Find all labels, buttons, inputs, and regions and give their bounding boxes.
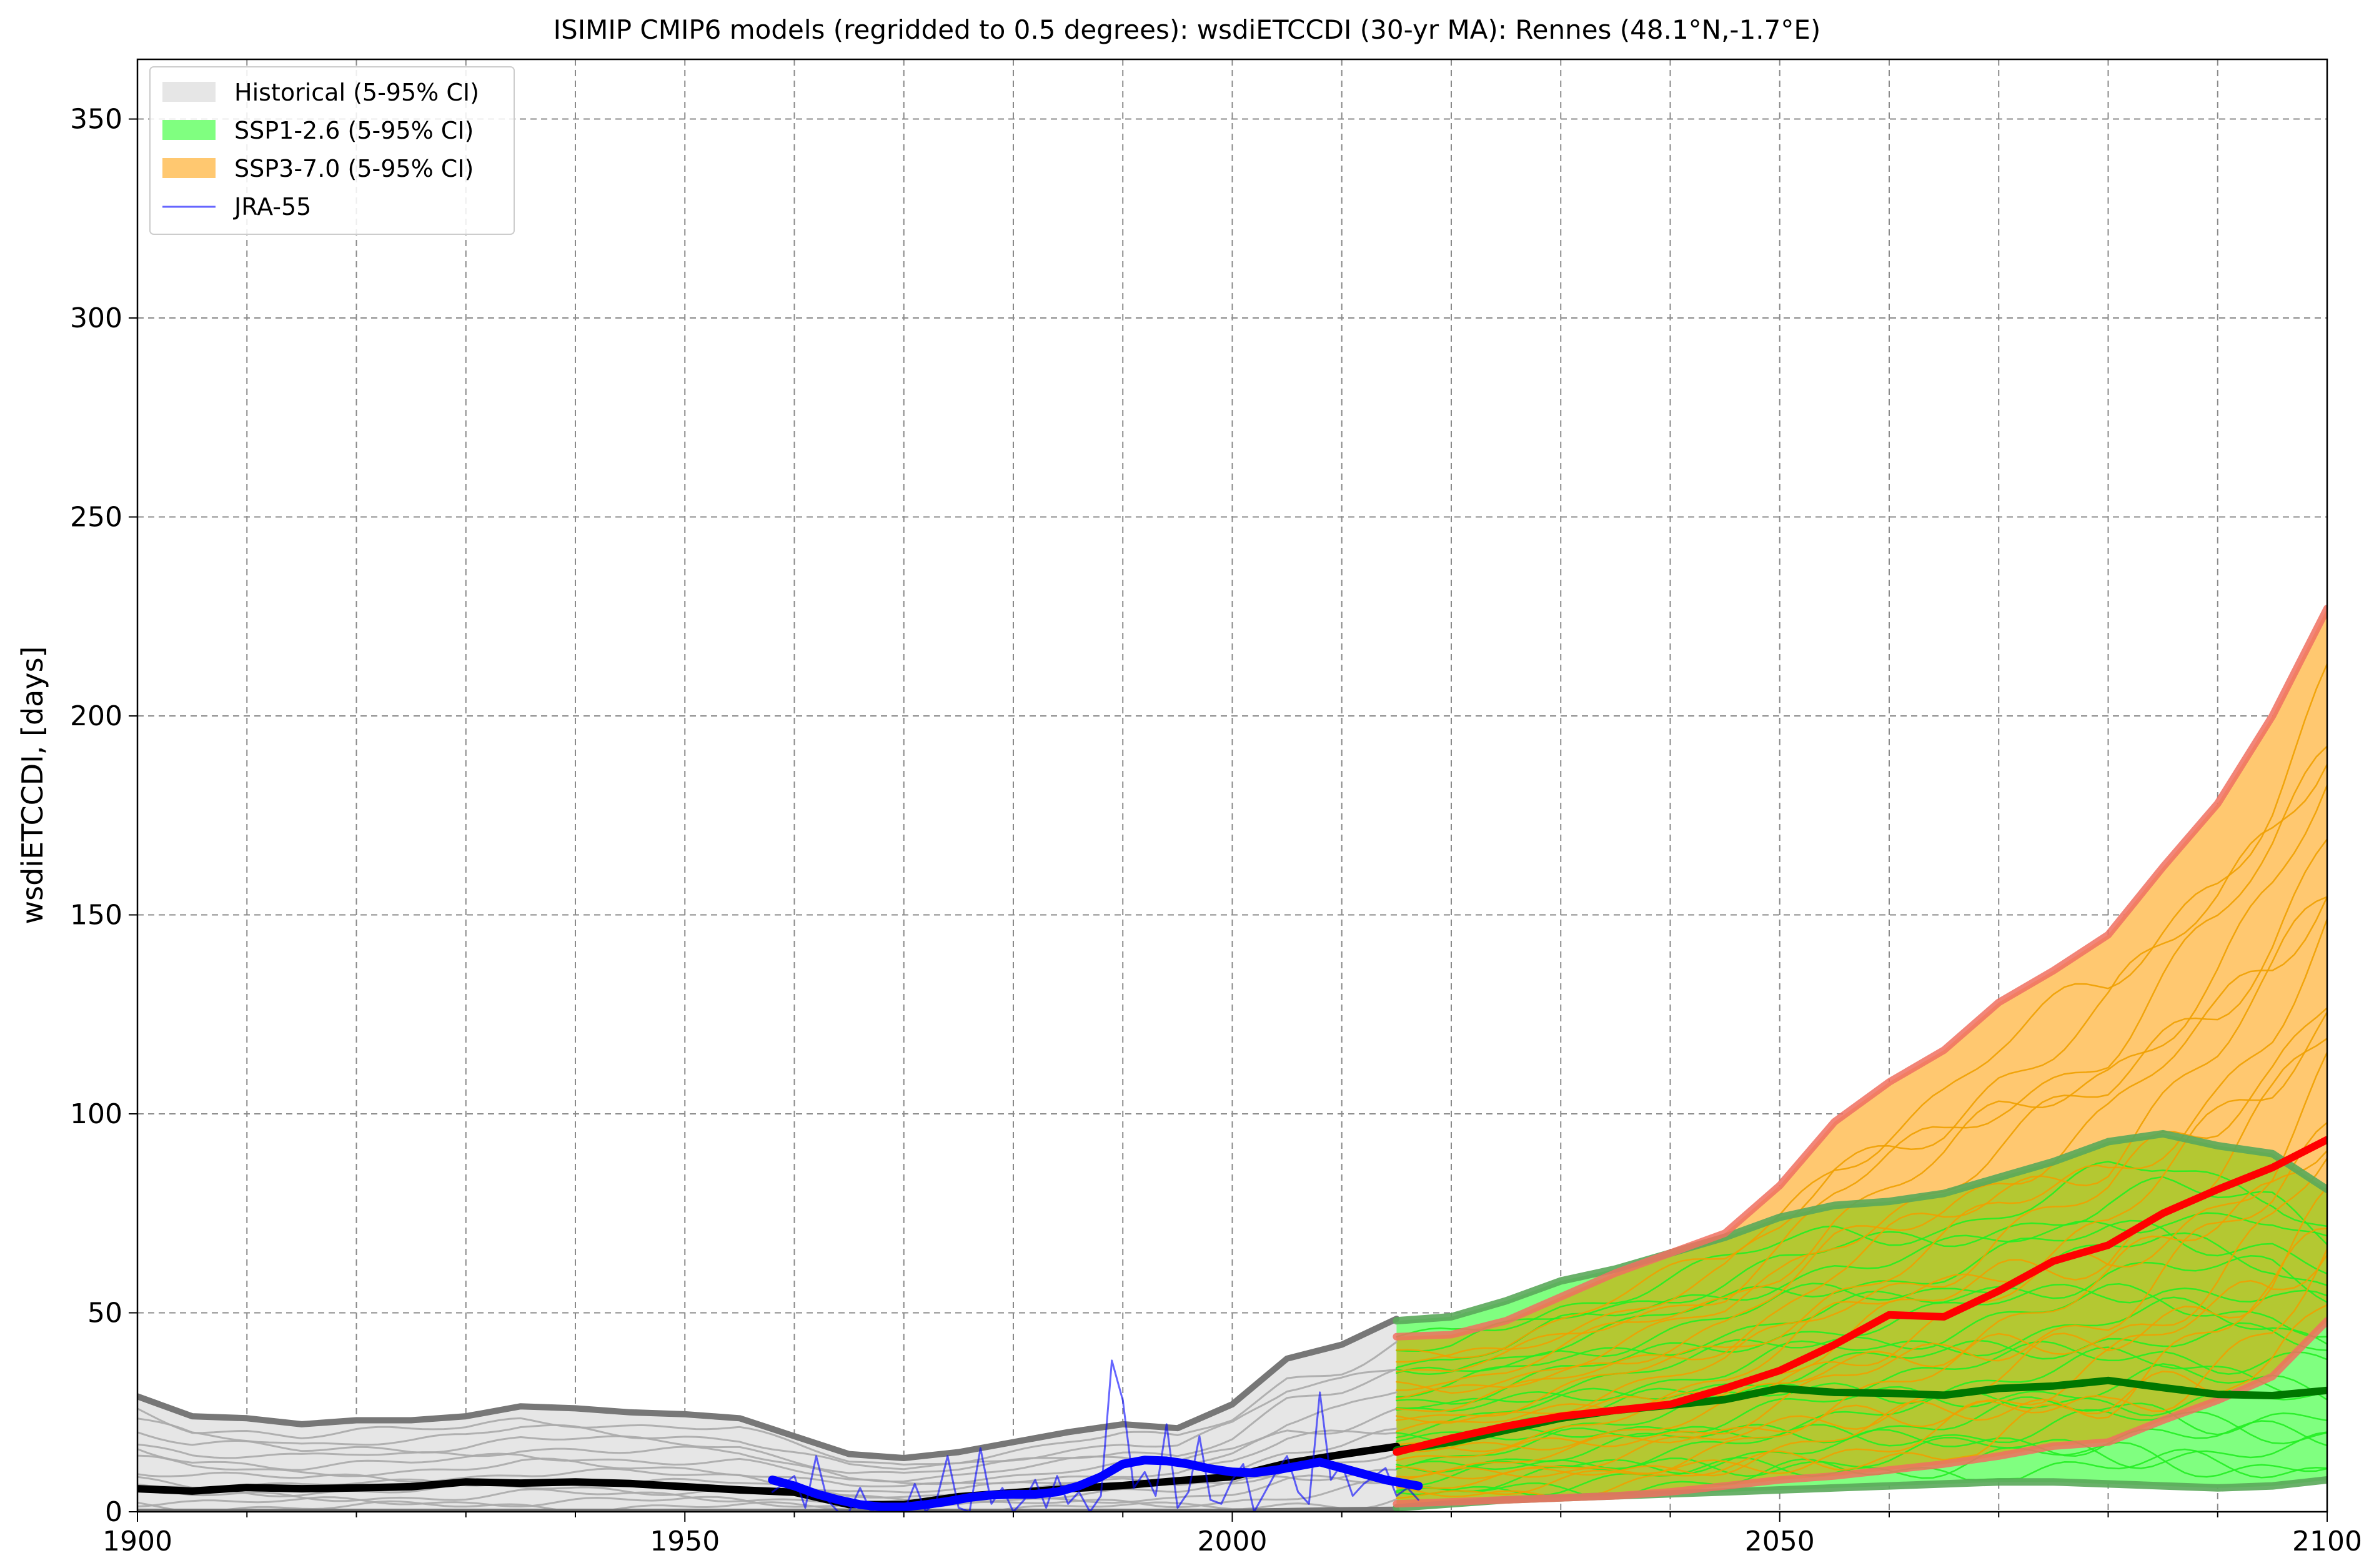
ssp370-upper-bound (1393, 605, 2327, 1341)
ssp370-model-line (1396, 1149, 2327, 1452)
ssp370-model-line (1396, 1157, 2327, 1478)
historical-model-line (137, 1368, 1398, 1471)
y-tick-label: 50 (87, 1298, 122, 1329)
historical-upper-bound (137, 1316, 1400, 1461)
ssp126-model-line (1396, 1255, 2327, 1398)
historical-model-line (137, 1474, 1398, 1505)
ssp126-upper-bound (1393, 1129, 2327, 1325)
x-tick-label: 2100 (2292, 1526, 2362, 1557)
chart-title: ISIMIP CMIP6 models (regridded to 0.5 de… (554, 14, 1821, 45)
ssp370-lower-bound (1393, 1317, 2327, 1508)
ssp370-model-line (1396, 745, 2327, 1373)
ssp370-model-line (1396, 896, 2327, 1412)
historical-model-line (137, 1391, 1398, 1483)
historical-model-line (137, 1498, 1398, 1512)
legend-label-ssp126: SSP1-2.6 (5-95% CI) (234, 117, 474, 144)
plot-area (137, 605, 2327, 1512)
y-tick-label: 0 (105, 1496, 122, 1528)
ssp126-model-line (1396, 1322, 2327, 1439)
jra55-moving-average-line (768, 1456, 1423, 1512)
y-tick-label: 100 (70, 1098, 122, 1130)
y-axis: 0 50 100 150 200 250 300 350 (70, 104, 137, 1528)
legend: Historical (5-95% CI) SSP1-2.6 (5-95% CI… (149, 66, 515, 235)
historical-model-line (137, 1341, 1398, 1466)
ssp370-model-line (1396, 1186, 2327, 1480)
historical-model-line (137, 1427, 1398, 1494)
x-tick-label: 2050 (1745, 1526, 1815, 1557)
legend-label-ssp370: SSP3-7.0 (5-95% CI) (234, 155, 474, 182)
legend-label-jra55: JRA-55 (233, 193, 311, 221)
x-tick-label: 2000 (1198, 1526, 1268, 1557)
ssp126-model-line (1396, 1212, 2327, 1369)
grid-lines (137, 59, 2327, 1512)
x-tick-label: 1950 (650, 1526, 720, 1557)
legend-swatch-historical (162, 82, 216, 102)
legend-box (149, 66, 515, 235)
ssp370-model-line (1396, 1007, 2327, 1424)
ssp370-model-line (1396, 784, 2327, 1391)
ssp126-model-line (1396, 1283, 2327, 1409)
historical-median-line (137, 1442, 1401, 1509)
legend-swatch-ssp126 (162, 120, 216, 140)
historical-model-line (137, 1479, 1398, 1510)
ssp370-model-line (1396, 1051, 2327, 1452)
y-tick-label: 200 (70, 700, 122, 732)
ssp370-model-line (1396, 1248, 2327, 1499)
x-tick-label: 1900 (102, 1526, 172, 1557)
y-tick-label: 150 (70, 900, 122, 931)
legend-swatch-ssp370 (162, 158, 216, 178)
ssp370-model-line (1396, 1254, 2327, 1482)
historical-model-line (137, 1429, 1398, 1487)
ssp370-model-line (1396, 663, 2327, 1359)
historical-band (137, 1319, 1397, 1512)
ssp370-median-line (1393, 1136, 2327, 1456)
ssp370-model-line (1396, 1011, 2327, 1432)
ssp126-model-line (1396, 1161, 2327, 1338)
ssp370-model-line (1396, 763, 2327, 1363)
ssp126-model-line (1396, 1283, 2327, 1405)
ssp126-model-line (1396, 1296, 2327, 1412)
ssp126-model-line (1396, 1441, 2327, 1496)
ssp370-model-line (1396, 838, 2327, 1394)
y-tick-label: 300 (70, 302, 122, 334)
ssp370-model-line (1396, 896, 2327, 1400)
ssp370-model-line (1396, 918, 2327, 1421)
historical-model-line (137, 1368, 1398, 1474)
y-tick-label: 250 (70, 502, 122, 533)
ssp370-model-line (1396, 1228, 2327, 1489)
ssp370-model-line (1396, 1121, 2327, 1462)
legend-label-historical: Historical (5-95% CI) (234, 79, 479, 106)
y-tick-label: 350 (70, 104, 122, 136)
x-axis: 1900 1950 2000 2050 2100 (102, 1512, 2362, 1557)
y-axis-label: wsdiETCCDI, [days] (16, 647, 49, 925)
